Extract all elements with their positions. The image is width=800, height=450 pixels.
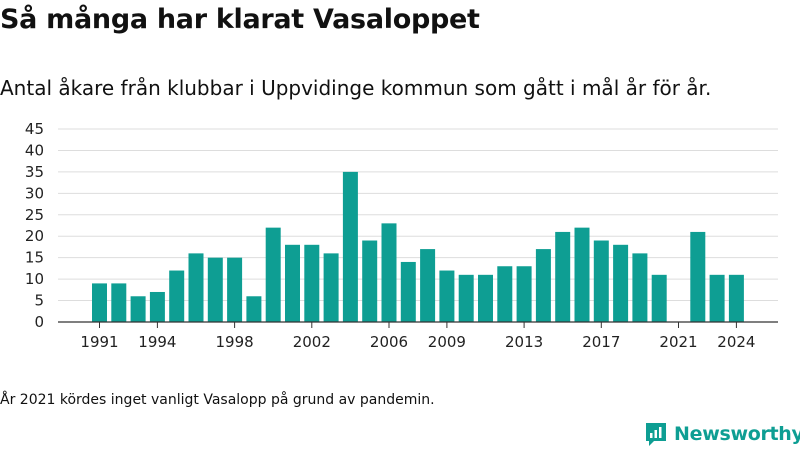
bar [400,261,416,322]
y-tick-label: 15 [25,249,44,267]
brand-name: Newsworthy [674,423,800,445]
bar [728,274,744,322]
bar [342,171,358,322]
y-tick-label: 20 [25,227,44,245]
bar [709,274,725,322]
bar [227,257,243,322]
bar [420,249,436,322]
y-tick-label: 30 [25,184,44,202]
bar [265,227,281,322]
y-tick-label: 40 [25,141,44,159]
brand-logo: Newsworthy [644,420,800,448]
bar [478,274,493,322]
bar [593,240,609,322]
y-tick-label: 10 [25,270,44,288]
y-tick-label: 35 [25,163,44,181]
bar [497,266,513,322]
bar [188,253,204,322]
bar-chart: 0 5 10 15 20 25 30 35 40 45 1991 1994 1998 2002 2006 20… [25,120,778,351]
bar [516,266,532,322]
bar [323,253,339,322]
bar [130,296,146,322]
bar [613,244,629,322]
bar [439,270,455,322]
x-tick-label: 2024 [717,333,755,351]
x-tick-label: 2021 [659,333,697,351]
bar [651,274,667,322]
bar [111,283,127,322]
bar [246,296,262,322]
footnote: År 2021 kördes inget vanligt Vasalopp på… [0,392,435,408]
bar [207,257,223,322]
bar [458,274,474,322]
bar [690,231,706,322]
bar [285,244,300,322]
x-tick-label: 2009 [428,333,466,351]
x-tick-label: 2006 [370,333,408,351]
bar [574,227,590,322]
bar [304,244,320,322]
bar [149,291,165,322]
chart-subtitle: Antal åkare från klubbar i Uppvidinge ko… [0,76,712,100]
bar [381,223,397,322]
y-tick-label: 0 [34,313,44,331]
bar [555,231,571,322]
bar [632,253,648,322]
chart-title: Så många har klarat Vasaloppet [0,4,480,35]
y-tick-label: 45 [25,120,44,138]
x-tick-label: 2002 [293,333,331,351]
newsworthy-logo-icon [646,423,666,446]
y-tick-label: 25 [25,206,44,224]
bar [362,240,378,322]
bar [169,270,185,322]
x-tick-label: 1994 [138,333,176,351]
x-tick-label: 2017 [582,333,620,351]
bar [535,249,551,322]
x-tick-label: 1998 [216,333,254,351]
x-tick-label: 1991 [80,333,118,351]
bar [92,283,107,322]
y-tick-label: 5 [34,292,44,310]
x-tick-label: 2013 [505,333,543,351]
